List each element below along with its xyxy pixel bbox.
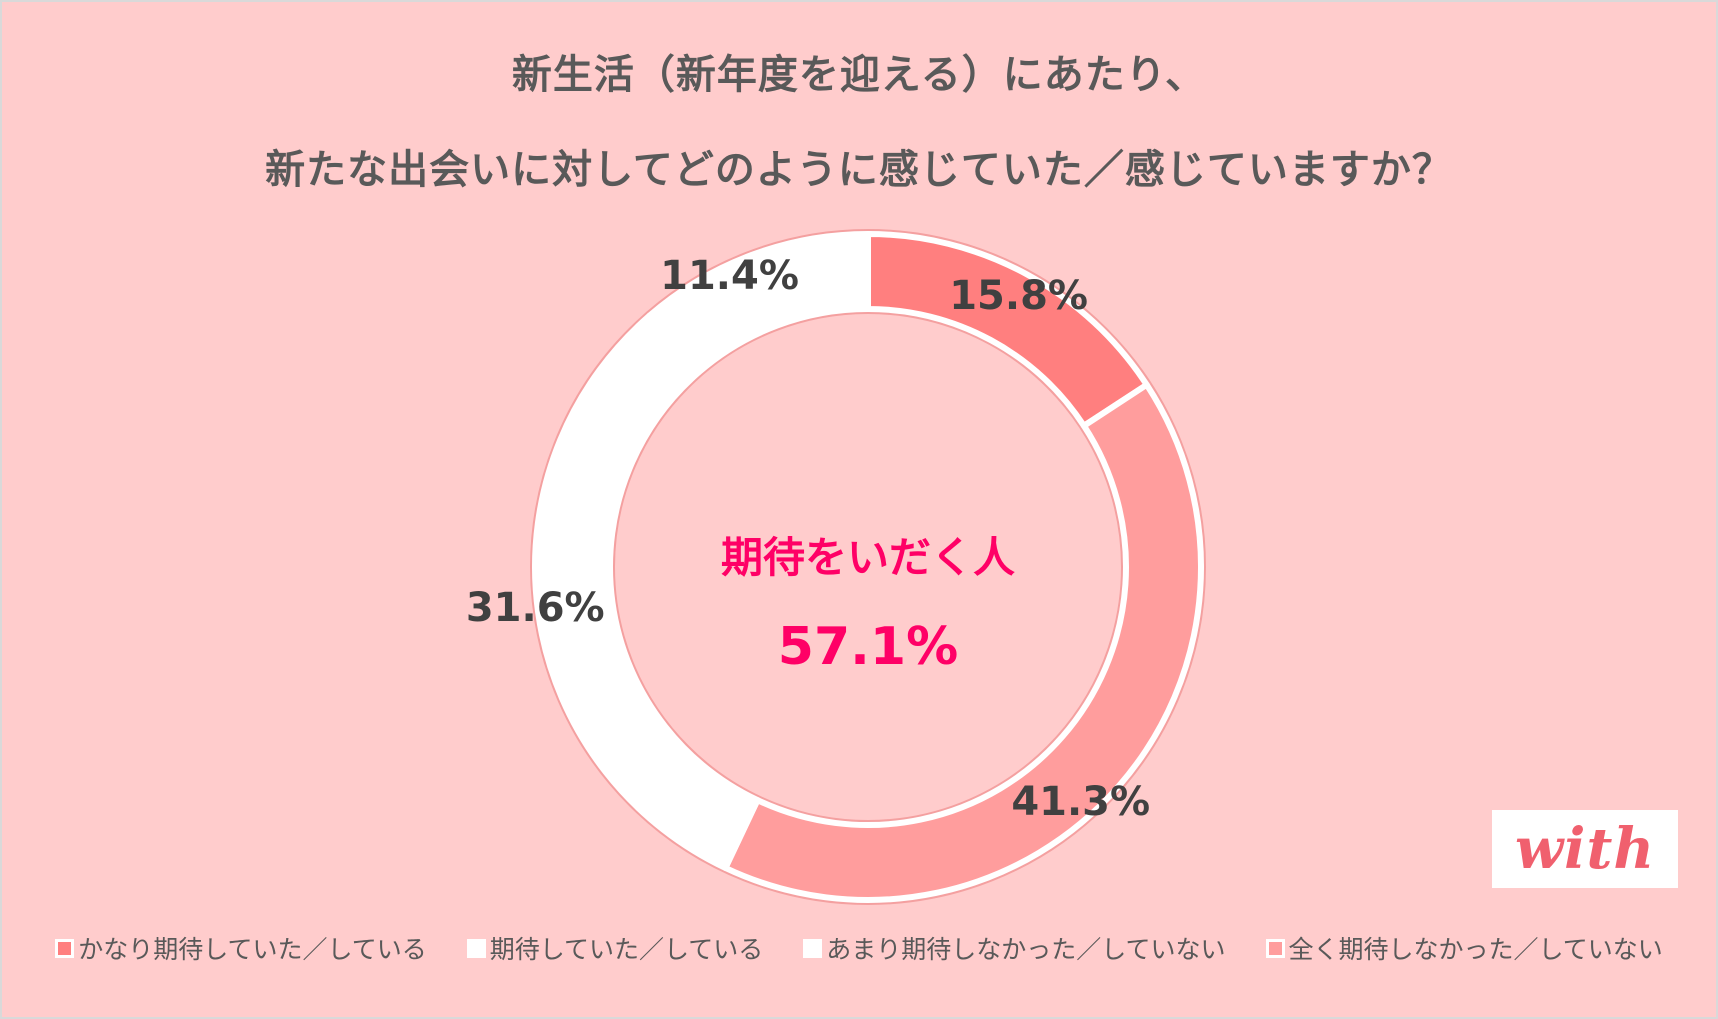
slice-very-expected <box>865 231 1150 429</box>
data-label-slice-very-expected: 15.8% <box>949 273 1088 319</box>
legend-not-much-expected-text: あまり期待しなかった／していない <box>826 935 1226 964</box>
legend-expected-swatch <box>466 938 486 958</box>
slice-expected <box>722 381 1204 903</box>
legend-very-expected-text: かなり期待していた／している <box>78 935 427 964</box>
donut-data-labels: 15.8% 41.3% 31.6% 11.4% <box>466 253 1150 825</box>
legend-not-at-all-expected-text: 全く期待しなかった／していない <box>1288 935 1663 964</box>
legend-not-at-all-expected-swatch <box>1265 938 1285 958</box>
with-logo: with <box>1492 810 1678 888</box>
center-label: 期待をいだく人 <box>721 533 1015 582</box>
center-value: 57.1% <box>778 617 958 677</box>
data-label-slice-not-much-expected: 31.6% <box>466 585 605 631</box>
data-label-slice-expected: 41.3% <box>1011 779 1150 825</box>
legend-very-expected: かなり期待していた／している <box>55 930 427 966</box>
donut-segments <box>530 229 1206 905</box>
legend-not-much-expected-swatch <box>803 938 823 958</box>
chart-title-line-2: 新たな出会いに対してどのように感じていた／感じていますか？ <box>265 147 1453 193</box>
chart-legend: かなり期待していた／している 期待していた／している あまり期待しなかった／していな… <box>2 930 1716 966</box>
slice-not-at-all-expected <box>646 231 871 376</box>
slice-not-much-expected <box>532 312 761 871</box>
chart-title-line-1: 新生活（新年度を迎える）にあたり、 <box>511 52 1207 98</box>
legend-not-at-all-expected: 全く期待しなかった／していない <box>1265 930 1663 966</box>
logo-text: with <box>1514 816 1656 882</box>
legend-expected: 期待していた／している <box>466 930 764 966</box>
data-label-slice-not-at-all-expected: 11.4% <box>660 253 799 299</box>
legend-expected-text: 期待していた／している <box>489 935 764 964</box>
legend-very-expected-swatch <box>55 938 75 958</box>
legend-not-much-expected: あまり期待しなかった／していない <box>803 930 1226 966</box>
